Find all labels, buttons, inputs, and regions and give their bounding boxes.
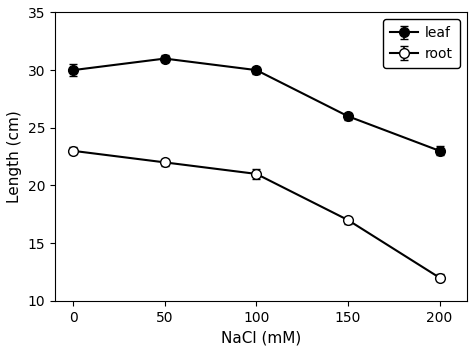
Y-axis label: Length (cm): Length (cm) (7, 110, 22, 203)
X-axis label: NaCl (mM): NaCl (mM) (221, 330, 301, 345)
Legend: leaf, root: leaf, root (383, 19, 460, 68)
